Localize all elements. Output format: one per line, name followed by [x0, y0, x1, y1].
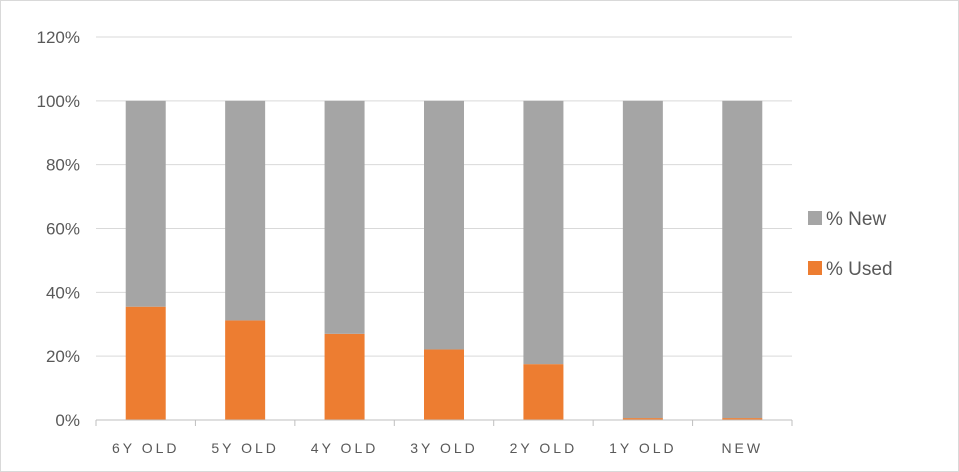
- bar-new: [125, 100, 166, 307]
- y-tick-label: 0%: [55, 411, 80, 430]
- legend-label: % Used: [826, 259, 893, 280]
- x-tick-label: NEW: [721, 440, 763, 456]
- bar-used: [722, 418, 763, 420]
- y-axis: 0% 20% 40% 60% 80% 100% 120%: [37, 28, 80, 430]
- x-tick-label: 4Y OLD: [311, 440, 379, 456]
- y-tick-label: 40%: [46, 283, 80, 302]
- y-tick-label: 60%: [46, 220, 80, 239]
- bars: [125, 100, 763, 420]
- x-axis: 6Y OLD 5Y OLD 4Y OLD 3Y OLD 2Y OLD 1Y OLD NEW: [95, 419, 793, 456]
- x-tick-label: 2Y OLD: [510, 440, 578, 456]
- bar-new: [722, 100, 763, 419]
- bar-used: [125, 306, 166, 420]
- legend-swatch: [808, 261, 822, 275]
- bar-used: [324, 333, 365, 420]
- bar-used: [523, 364, 564, 420]
- x-tick-label: 5Y OLD: [211, 440, 279, 456]
- y-tick-label: 80%: [46, 156, 80, 175]
- bar-used: [225, 320, 266, 420]
- bar-used: [622, 418, 663, 420]
- y-tick-label: 120%: [37, 28, 80, 47]
- x-tick-label: 6Y OLD: [112, 440, 180, 456]
- legend-swatch: [808, 211, 822, 225]
- legend-label: % New: [826, 209, 886, 230]
- bar-new: [523, 100, 564, 365]
- bar-new: [424, 100, 464, 350]
- y-tick-label: 20%: [46, 347, 80, 366]
- bar-used: [424, 349, 464, 420]
- x-tick-label: 3Y OLD: [410, 440, 478, 456]
- bar-new: [225, 100, 266, 321]
- bar-new: [622, 100, 663, 419]
- legend: % New % Used: [808, 209, 893, 280]
- y-tick-label: 100%: [37, 92, 80, 111]
- x-tick-label: 1Y OLD: [609, 440, 677, 456]
- bar-new: [324, 100, 365, 334]
